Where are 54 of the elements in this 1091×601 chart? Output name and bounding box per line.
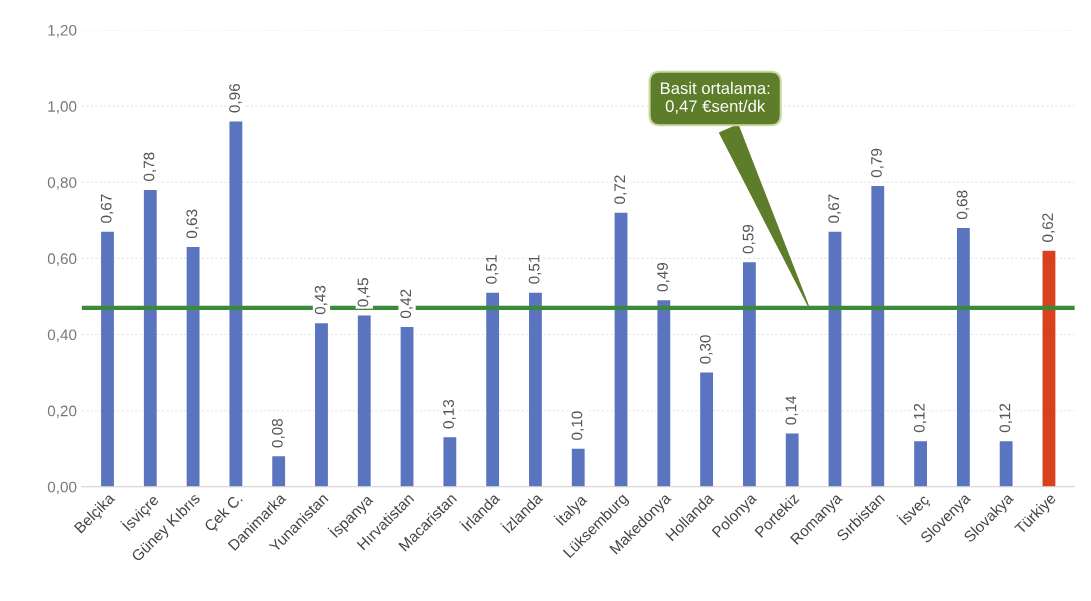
bar (400, 326, 414, 487)
data-label: 0,08 (271, 418, 285, 448)
data-label: 0,10 (571, 411, 585, 440)
bar (101, 231, 114, 487)
data-label: 0,78 (143, 152, 157, 181)
bar (486, 292, 500, 487)
data-label: 0,59 (742, 224, 756, 254)
bar (914, 441, 927, 487)
data-label: 0,68 (956, 190, 970, 220)
ref-line-label: Basit ortalama: 0,47 €sent/dk (660, 81, 770, 114)
data-label: 0,67 (828, 194, 841, 223)
bar (229, 121, 243, 487)
bar (657, 300, 671, 487)
data-label: 0,51 (528, 255, 542, 284)
data-label: 0,96 (229, 84, 242, 113)
data-label: 0,12 (913, 403, 927, 433)
y-tick-label: 0,40 (47, 329, 77, 343)
bar (614, 212, 628, 487)
bar (443, 437, 457, 487)
data-label: 0,14 (785, 395, 799, 425)
data-label: 0,42 (400, 289, 413, 319)
data-label: 0,79 (871, 148, 884, 178)
bar (529, 292, 542, 487)
data-label: 0,45 (357, 278, 371, 307)
bar (956, 227, 970, 487)
bar (571, 448, 585, 487)
data-label: 0,49 (657, 262, 670, 292)
data-label: 0,12 (999, 403, 1013, 433)
data-label: 0,62 (1042, 213, 1055, 242)
y-tick-label: 1,00 (48, 101, 77, 114)
data-label: 0,51 (485, 255, 499, 284)
bar (357, 315, 371, 487)
bar (315, 323, 328, 487)
data-label: 0,67 (100, 194, 114, 223)
bar (186, 247, 200, 487)
data-label: 0,30 (699, 335, 713, 364)
y-tick-label: 0,80 (47, 177, 77, 190)
y-tick-label: 0,00 (47, 481, 77, 495)
bar (871, 186, 885, 487)
bar (1042, 250, 1056, 487)
data-label: 0,43 (314, 285, 328, 315)
data-label: 0,63 (186, 209, 199, 239)
data-label: 0,13 (443, 399, 456, 429)
data-label: 0,72 (614, 175, 627, 204)
bar (272, 456, 286, 487)
y-tick-label: 0,20 (47, 405, 77, 419)
y-tick-label: 1,20 (48, 24, 77, 38)
bar (700, 372, 714, 487)
bar (828, 231, 842, 487)
y-tick-label: 0,60 (47, 253, 77, 266)
bar (742, 262, 756, 487)
bar (999, 441, 1013, 487)
bar (785, 433, 799, 487)
bar (143, 189, 157, 487)
